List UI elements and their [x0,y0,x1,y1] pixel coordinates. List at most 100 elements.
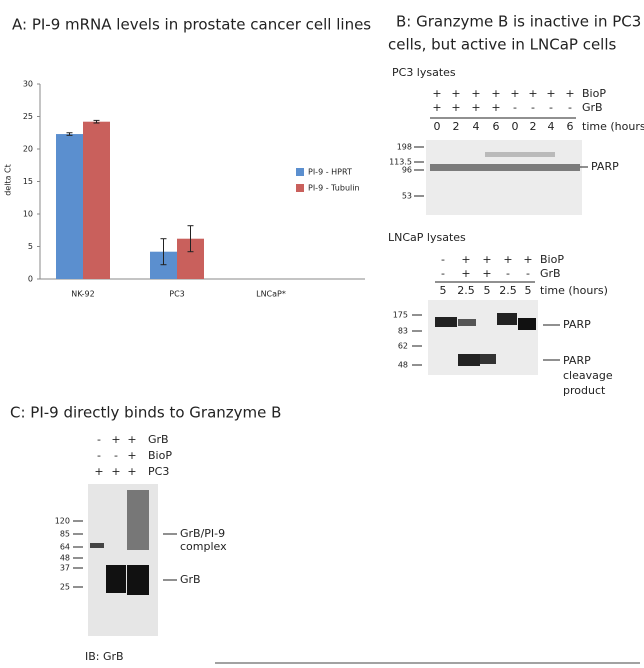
row-name: time (hours) [582,120,644,133]
mw-marker: 120 [55,517,70,526]
lane-sign: - [568,101,572,114]
panel-c-title: C: PI-9 directly binds to Granzyme B [10,404,281,422]
y-tick-label: 0 [28,275,33,284]
band-label: PARP [563,318,591,331]
lane-sign: + [432,101,441,114]
legend-swatch [296,184,304,192]
lncap-label: LNCaP lysates [388,231,466,244]
lane-sign: 6 [567,120,574,133]
lane-sign: + [503,253,512,266]
row-name: time (hours) [540,284,608,297]
mw-marker: 53 [402,192,412,201]
y-tick-label: 15 [23,177,33,186]
lane-sign: + [482,253,491,266]
mw-marker: 48 [398,361,408,370]
lane-sign: 4 [473,120,480,133]
legend-label: PI-9 - HPRT [308,168,352,177]
y-tick-label: 10 [23,210,33,219]
lane-sign: - [531,101,535,114]
mw-marker: 198 [397,143,412,152]
lane-sign: + [94,465,103,478]
lane-sign: + [127,449,136,462]
lane-sign: 5 [484,284,491,297]
mw-marker: 64 [60,543,70,552]
legend-label: PI-9 - Tubulin [308,184,360,193]
lane-sign: + [127,465,136,478]
lane-sign: 5 [525,284,532,297]
lane-sign: + [482,267,491,280]
x-tick-label: LNCaP* [256,290,286,299]
lane-sign: + [111,465,120,478]
mw-marker: 83 [398,327,408,336]
row-name: GrB [540,267,561,280]
band-label: GrB/PI-9 [180,527,225,540]
row-name: PC3 [148,465,169,478]
lane-sign: - [526,267,530,280]
mw-marker: 37 [60,564,70,573]
blot-c [88,484,158,636]
lane-sign: + [565,87,574,100]
lane-sign: - [114,449,118,462]
lane-sign: + [432,87,441,100]
lane-sign: - [97,433,101,446]
row-name: BioP [582,87,606,100]
lane-sign: + [491,87,500,100]
lane-sign: 0 [512,120,519,133]
panel-b-title: cells, but active in LNCaP cells [388,36,617,54]
panel-b-title: B: Granzyme B is inactive in PC3 [396,13,641,31]
mw-marker: 85 [60,530,70,539]
y-tick-label: 25 [23,112,33,121]
mw-marker: 175 [393,311,408,320]
lane-sign: + [127,433,136,446]
lane-sign: 2 [453,120,460,133]
lane-sign: 2 [530,120,537,133]
band-label: complex [180,540,227,553]
legend-swatch [296,168,304,176]
mw-marker: 113.5 [389,158,412,167]
blot-lncap [428,300,538,375]
y-tick-label: 5 [28,242,33,251]
bar [56,134,83,279]
footer-label: IB: GrB [85,650,124,663]
mw-marker: 96 [402,166,412,175]
mw-marker: 62 [398,342,408,351]
row-name: BioP [540,253,564,266]
lane-sign: + [523,253,532,266]
row-name: GrB [582,101,603,114]
lane-sign: 2.5 [499,284,517,297]
lane-sign: - [97,449,101,462]
lane-sign: - [506,267,510,280]
lane-sign: - [441,253,445,266]
lane-sign: - [549,101,553,114]
row-name: GrB [148,433,169,446]
lane-sign: + [111,433,120,446]
band-label: product [563,384,606,397]
lane-sign: 5 [440,284,447,297]
bar [83,121,110,279]
lane-sign: + [528,87,537,100]
lane-sign: + [510,87,519,100]
lane-sign: - [441,267,445,280]
mw-marker: 25 [60,583,70,592]
lane-sign: 6 [493,120,500,133]
y-tick-label: 20 [23,145,33,154]
band-label: GrB [180,573,201,586]
lane-sign: + [471,101,480,114]
band-label: PARP [591,160,619,173]
lane-sign: + [491,101,500,114]
pc3-label: PC3 lysates [392,66,456,79]
lane-sign: + [461,253,470,266]
lane-sign: + [461,267,470,280]
mw-marker: 48 [60,554,70,563]
x-tick-label: PC3 [169,290,185,299]
y-axis-label: delta Ct [4,164,13,196]
panel-a-title: A: PI-9 mRNA levels in prostate cancer c… [12,16,371,34]
row-name: BioP [148,449,172,462]
blot-pc3 [426,140,582,215]
y-tick-label: 30 [23,80,33,89]
lane-sign: 0 [434,120,441,133]
band-label: PARP [563,354,591,367]
x-tick-label: NK-92 [71,290,94,299]
lane-sign: 4 [548,120,555,133]
